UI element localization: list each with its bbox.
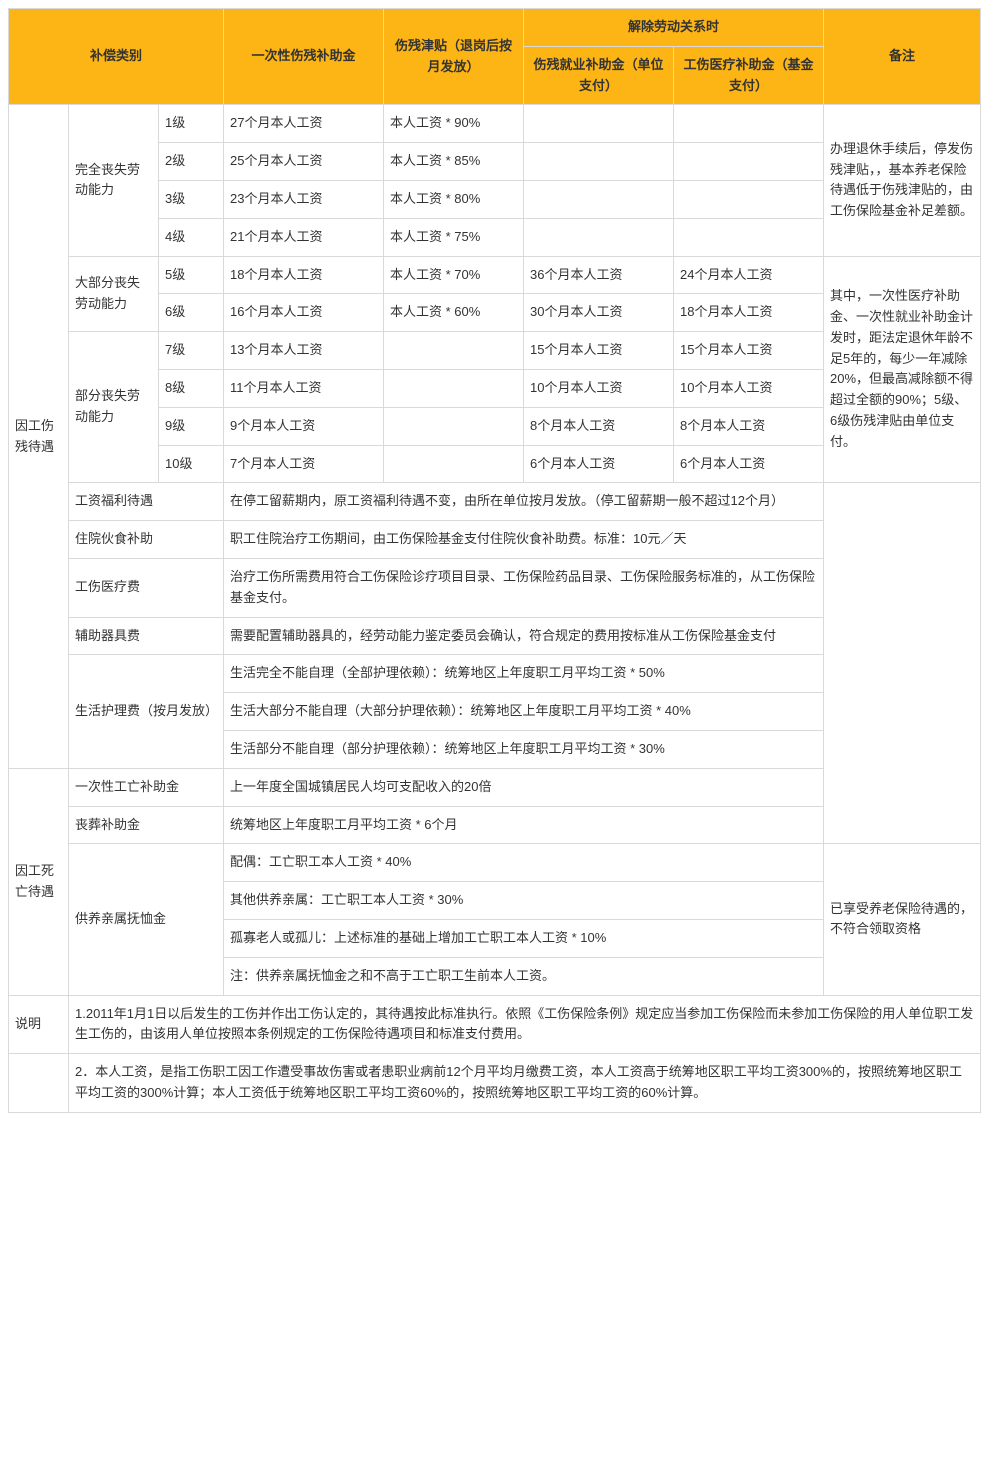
g2-lv: 2级 (159, 143, 224, 181)
hdr-remark: 备注 (824, 9, 981, 105)
g6-emp: 30个月本人工资 (524, 294, 674, 332)
g8-med: 10个月本人工资 (674, 369, 824, 407)
remark1: 办理退休手续后，停发伤残津贴，，基本养老保险待遇低于伤残津贴的，由工伤保险基金补… (824, 105, 981, 256)
med-label: 工伤医疗费 (69, 558, 224, 617)
header-row-1: 补偿类别 一次性伤残补助金 伤残津贴（退岗后按月发放） 解除劳动关系时 备注 (9, 9, 981, 47)
g3-allow: 本人工资 * 80% (384, 180, 524, 218)
g3-lv: 3级 (159, 180, 224, 218)
section-injury: 因工伤残待遇 (9, 105, 69, 768)
g8-lump: 11个月本人工资 (224, 369, 384, 407)
g7-med: 15个月本人工资 (674, 332, 824, 370)
remark-empty-block (824, 483, 981, 844)
g4-allow: 本人工资 * 75% (384, 218, 524, 256)
funeral-label: 丧葬补助金 (69, 806, 224, 844)
med-text: 治疗工伤所需费用符合工伤保险诊疗项目目录、工伤保险药品目录、工伤保险服务标准的，… (224, 558, 824, 617)
g2-allow: 本人工资 * 85% (384, 143, 524, 181)
hdr-emp-sub: 伤残就业补助金（单位支付） (524, 46, 674, 105)
g1-med (674, 105, 824, 143)
g9-lump: 9个月本人工资 (224, 407, 384, 445)
care-label: 生活护理费（按月发放） (69, 655, 224, 768)
g2-lump: 25个月本人工资 (224, 143, 384, 181)
g1-allow: 本人工资 * 90% (384, 105, 524, 143)
hdr-termination: 解除劳动关系时 (524, 9, 824, 47)
compensation-table: 补偿类别 一次性伤残补助金 伤残津贴（退岗后按月发放） 解除劳动关系时 备注 伤… (8, 8, 981, 1113)
g1-emp (524, 105, 674, 143)
g6-lump: 16个月本人工资 (224, 294, 384, 332)
g10-med: 6个月本人工资 (674, 445, 824, 483)
note1: 1.2011年1月1日以后发生的工伤并作出工伤认定的，其待遇按此标准执行。依照《… (69, 995, 981, 1054)
aid-label: 辅助器具费 (69, 617, 224, 655)
g5-allow: 本人工资 * 70% (384, 256, 524, 294)
g6-lv: 6级 (159, 294, 224, 332)
remark2: 其中，一次性医疗补助金、一次性就业补助金计发时，距法定退休年龄不足5年的，每少一… (824, 256, 981, 483)
row-dep1: 供养亲属抚恤金 配偶：工亡职工本人工资 * 40% 已享受养老保险待遇的，不符合… (9, 844, 981, 882)
hdr-category: 补偿类别 (9, 9, 224, 105)
g1-lump: 27个月本人工资 (224, 105, 384, 143)
g7-lv: 7级 (159, 332, 224, 370)
row-note1: 说明 1.2011年1月1日以后发生的工伤并作出工伤认定的，其待遇按此标准执行。… (9, 995, 981, 1054)
care2: 生活大部分不能自理（大部分护理依赖）：统筹地区上年度职工月平均工资 * 40% (224, 693, 824, 731)
aid-text: 需要配置辅助器具的，经劳动能力鉴定委员会确认，符合规定的费用按标准从工伤保险基金… (224, 617, 824, 655)
dep4: 注：供养亲属抚恤金之和不高于工亡职工生前本人工资。 (224, 957, 824, 995)
row-g5: 大部分丧失劳动能力 5级 18个月本人工资 本人工资 * 70% 36个月本人工… (9, 256, 981, 294)
dep2: 其他供养亲属：工亡职工本人工资 * 30% (224, 882, 824, 920)
g4-lv: 4级 (159, 218, 224, 256)
g5-med: 24个月本人工资 (674, 256, 824, 294)
funeral-text: 统筹地区上年度职工月平均工资 * 6个月 (224, 806, 824, 844)
hosp-label: 住院伙食补助 (69, 521, 224, 559)
g5-lv: 5级 (159, 256, 224, 294)
care1: 生活完全不能自理（全部护理依赖）：统筹地区上年度职工月平均工资 * 50% (224, 655, 824, 693)
g10-lv: 10级 (159, 445, 224, 483)
note2: 2．本人工资，是指工伤职工因工作遭受事故伤害或者患职业病前12个月平均月缴费工资… (69, 1054, 981, 1113)
g9-emp: 8个月本人工资 (524, 407, 674, 445)
wage-label: 工资福利待遇 (69, 483, 224, 521)
g3-lump: 23个月本人工资 (224, 180, 384, 218)
death-lump-text: 上一年度全国城镇居民人均可支配收入的20倍 (224, 768, 824, 806)
g10-emp: 6个月本人工资 (524, 445, 674, 483)
section-death: 因工死亡待遇 (9, 768, 69, 995)
g7-lump: 13个月本人工资 (224, 332, 384, 370)
g4-lump: 21个月本人工资 (224, 218, 384, 256)
g9-med: 8个月本人工资 (674, 407, 824, 445)
g10-lump: 7个月本人工资 (224, 445, 384, 483)
g5-lump: 18个月本人工资 (224, 256, 384, 294)
g6-allow: 本人工资 * 60% (384, 294, 524, 332)
row-g1: 因工伤残待遇 完全丧失劳动能力 1级 27个月本人工资 本人工资 * 90% 办… (9, 105, 981, 143)
dep-label: 供养亲属抚恤金 (69, 844, 224, 995)
g8-lv: 8级 (159, 369, 224, 407)
wage-text: 在停工留薪期内，原工资福利待遇不变，由所在单位按月发放。（停工留薪期一般不超过1… (224, 483, 824, 521)
g1-lv: 1级 (159, 105, 224, 143)
g6-med: 18个月本人工资 (674, 294, 824, 332)
dep1: 配偶：工亡职工本人工资 * 40% (224, 844, 824, 882)
death-lump-label: 一次性工亡补助金 (69, 768, 224, 806)
hdr-allowance: 伤残津贴（退岗后按月发放） (384, 9, 524, 105)
note2-blank (9, 1054, 69, 1113)
care3: 生活部分不能自理（部分护理依赖）：统筹地区上年度职工月平均工资 * 30% (224, 730, 824, 768)
hdr-med-sub: 工伤医疗补助金（基金支付） (674, 46, 824, 105)
g9-lv: 9级 (159, 407, 224, 445)
g5-emp: 36个月本人工资 (524, 256, 674, 294)
dep3: 孤寡老人或孤儿：上述标准的基础上增加工亡职工本人工资 * 10% (224, 919, 824, 957)
g8-emp: 10个月本人工资 (524, 369, 674, 407)
g7-emp: 15个月本人工资 (524, 332, 674, 370)
hosp-text: 职工住院治疗工伤期间，由工伤保险基金支付住院伙食补助费。标准：10元／天 (224, 521, 824, 559)
dep-remark: 已享受养老保险待遇的，不符合领取资格 (824, 844, 981, 995)
group-part: 部分丧失劳动能力 (69, 332, 159, 483)
group-most: 大部分丧失劳动能力 (69, 256, 159, 332)
row-wage: 工资福利待遇 在停工留薪期内，原工资福利待遇不变，由所在单位按月发放。（停工留薪… (9, 483, 981, 521)
group-full: 完全丧失劳动能力 (69, 105, 159, 256)
row-note2: 2．本人工资，是指工伤职工因工作遭受事故伤害或者患职业病前12个月平均月缴费工资… (9, 1054, 981, 1113)
hdr-lump: 一次性伤残补助金 (224, 9, 384, 105)
section-note: 说明 (9, 995, 69, 1054)
